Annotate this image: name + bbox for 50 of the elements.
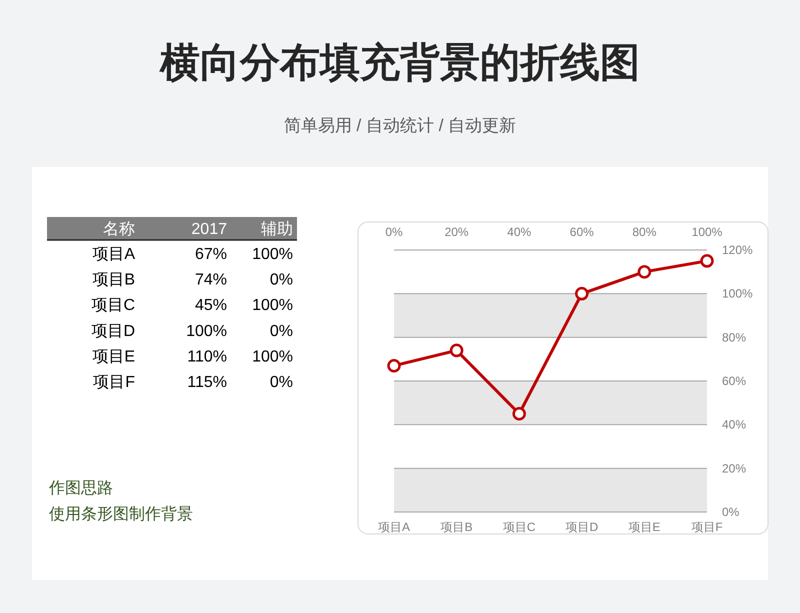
- text: 简单易用 / 自动统计 / 自动更新: [284, 116, 516, 135]
- x2-tick-label: 20%: [444, 225, 469, 239]
- text: 项目D: [91, 322, 135, 340]
- text: 67%: [194, 246, 227, 263]
- text: 0%: [270, 322, 293, 340]
- x2-tick-label: 60%: [570, 225, 594, 239]
- y-tick-label: 0%: [722, 505, 740, 519]
- x2-tick-label: 40%: [507, 225, 532, 239]
- point: [387, 358, 401, 372]
- text: 辅助: [261, 220, 293, 238]
- text: 项目C: [91, 297, 135, 314]
- text: 74%: [194, 272, 227, 289]
- text: 项目B: [92, 272, 135, 289]
- text: 45%: [194, 297, 227, 314]
- point: [575, 286, 589, 300]
- point: [512, 407, 526, 420]
- text: 名称: [103, 221, 135, 238]
- text: 使用条形图制作背景: [49, 505, 193, 523]
- text: 横向分布填充背景的折线图: [159, 41, 640, 85]
- x-tick-label: 项目F: [691, 520, 723, 534]
- text: 2017: [191, 221, 228, 238]
- x-tick-label: 项目D: [565, 520, 598, 534]
- text: 0%: [270, 374, 293, 391]
- text: 项目E: [92, 348, 135, 366]
- x2-tick-label: 80%: [632, 225, 657, 239]
- text: 100%: [252, 246, 293, 263]
- y-tick-label: 20%: [722, 461, 746, 476]
- text: 115%: [187, 374, 227, 391]
- point: [638, 265, 652, 279]
- point: [450, 344, 464, 358]
- text: 项目F: [93, 374, 136, 391]
- text: 作图思路: [48, 480, 113, 497]
- text: 100%: [186, 322, 227, 340]
- y-tick-label: 120%: [722, 243, 754, 257]
- x-tick-label: 项目B: [440, 520, 473, 534]
- y-tick-label: 40%: [722, 418, 746, 432]
- y-tick-label: 100%: [722, 286, 754, 301]
- text: 0%: [270, 272, 293, 289]
- text: 100%: [252, 348, 293, 366]
- text: 100%: [252, 297, 293, 314]
- point: [700, 254, 714, 268]
- y-tick-label: 80%: [722, 330, 746, 344]
- x2-tick-label: 100%: [692, 225, 723, 239]
- x-tick-label: 项目E: [628, 520, 660, 534]
- text: 110%: [187, 348, 227, 366]
- x2-tick-label: 0%: [385, 225, 403, 239]
- x-tick-label: 项目A: [378, 520, 410, 534]
- text: 项目A: [92, 246, 136, 263]
- y-tick-label: 60%: [722, 374, 746, 388]
- x-tick-label: 项目C: [502, 520, 536, 534]
